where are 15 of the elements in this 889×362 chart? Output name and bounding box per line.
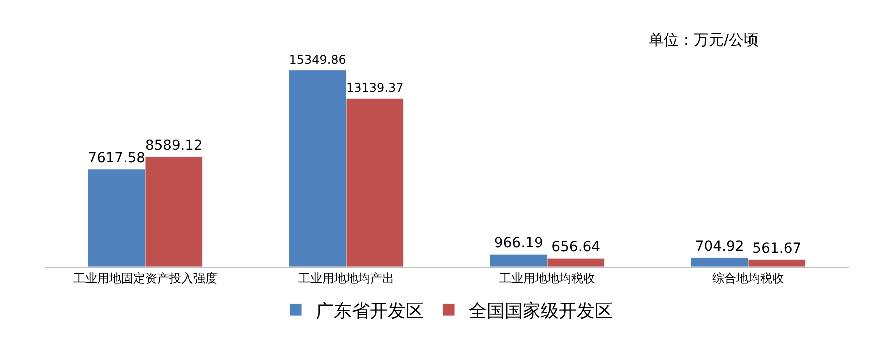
legend-label: 广东省开发区 [316, 301, 424, 322]
data-label: 704.92 [695, 238, 744, 255]
x-tick-label: 综合地均税收 [712, 271, 784, 286]
data-label: 15349.86 [289, 52, 346, 67]
data-label: 13139.37 [346, 81, 404, 96]
x-tick-label: 工业用地地均产出 [298, 271, 394, 286]
x-tick-label: 工业用地地均税收 [500, 271, 596, 286]
x-tick-label: 工业用地固定资产投入强度 [74, 271, 218, 286]
data-label: 7617.58 [88, 150, 146, 166]
data-label: 561.67 [752, 240, 802, 257]
data-label: 656.64 [552, 240, 601, 256]
text: 单位：万元/公顷 [649, 31, 760, 49]
data-label: 966.19 [494, 236, 544, 252]
legend-label: 全国国家级开发区 [469, 301, 613, 322]
data-label: 8589.12 [146, 138, 203, 154]
